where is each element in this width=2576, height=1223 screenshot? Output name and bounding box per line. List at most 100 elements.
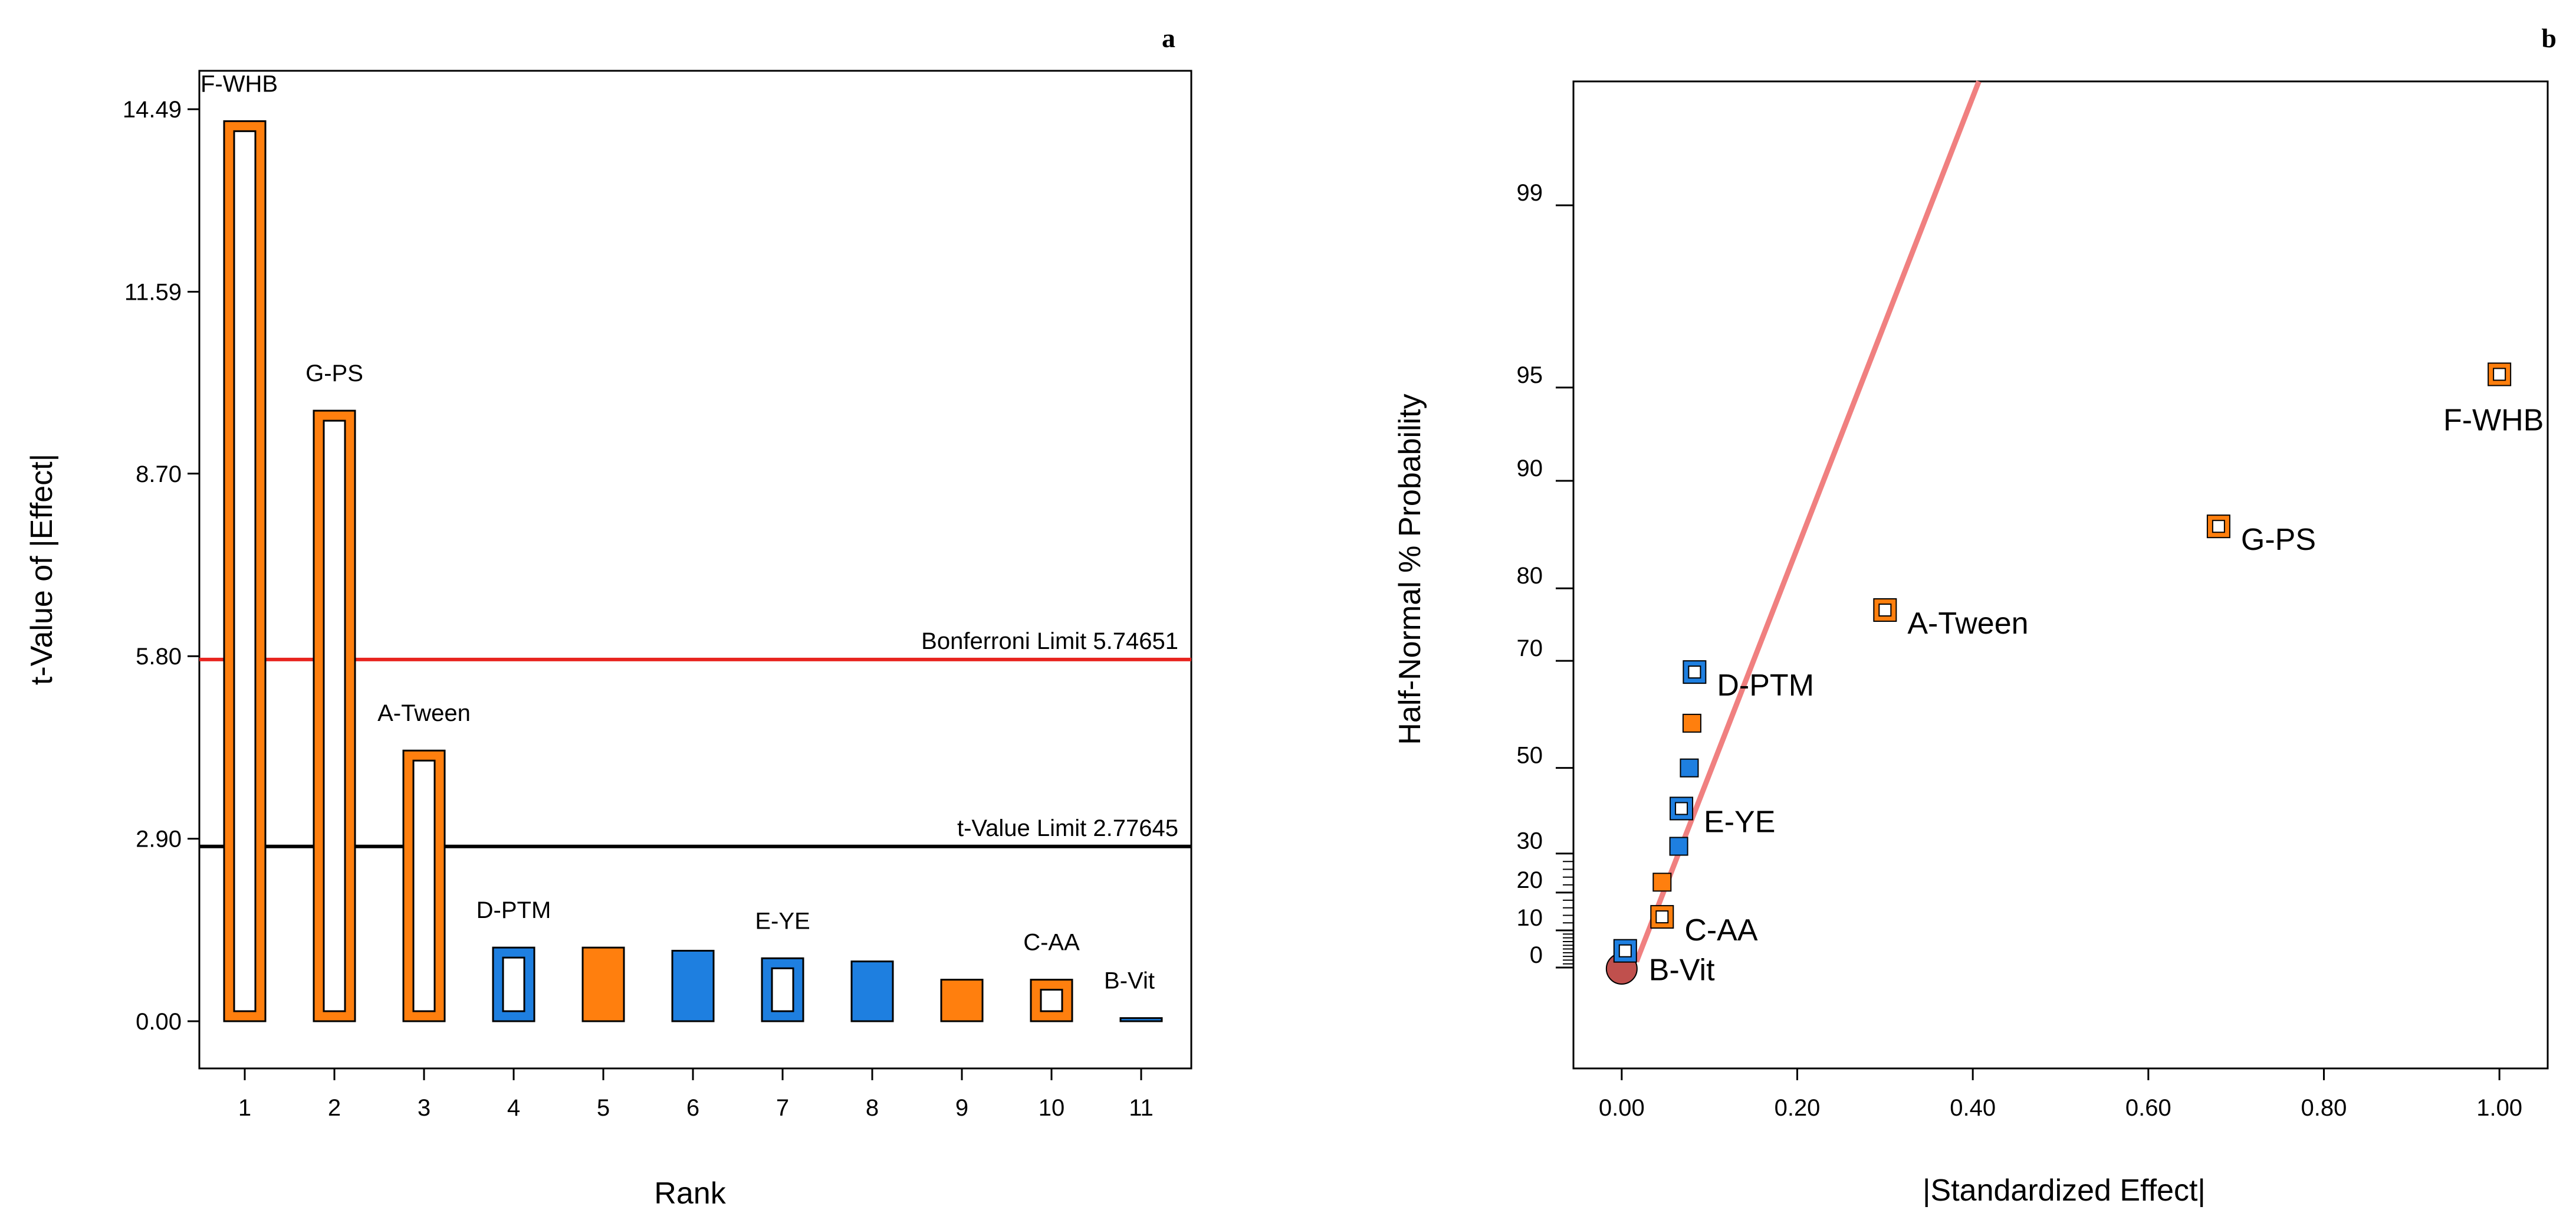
bar (940, 979, 984, 1022)
x-tick-label: 3 (418, 1095, 431, 1121)
bar: B-Vit (1104, 968, 1163, 1022)
x-tick-label: 7 (776, 1095, 789, 1121)
panel-b-letter: b (2541, 23, 2557, 53)
data-point (1682, 713, 1701, 733)
y-tick-label: 2.90 (136, 827, 182, 853)
x-tick-label: 0.00 (1599, 1095, 1645, 1121)
reference-line (1634, 80, 1982, 963)
bar-rect (581, 946, 625, 1022)
bar-label: A-Tween (377, 700, 471, 726)
point-marker (1680, 758, 1699, 778)
bar-label: B-Vit (1104, 968, 1155, 994)
bar: F-WHB (201, 71, 278, 1022)
bar (850, 960, 894, 1022)
x-tick-label: 8 (866, 1095, 879, 1121)
x-tick-label: 1 (238, 1095, 251, 1121)
x-tick-label: 4 (507, 1095, 520, 1121)
panel-b-chart: b 0 10 20 30 50 70 80 90 95 99 0.00 0.20 0.40 0.60 0.… (1393, 23, 2557, 1208)
bar-rect (940, 979, 984, 1022)
y-tick-label: 95 (1517, 362, 1543, 388)
point-label: G-PS (2241, 523, 2316, 557)
point-marker-inner (1688, 665, 1701, 679)
panel-a-x-axis-title: Rank (654, 1176, 726, 1211)
x-tick-label: 11 (1129, 1095, 1154, 1121)
x-tick-label: 2 (328, 1095, 341, 1121)
x-tick-label: 9 (955, 1095, 968, 1121)
y-tick-label: 0 (1530, 942, 1543, 968)
y-tick-label: 50 (1517, 743, 1543, 769)
limit-label: Bonferroni Limit 5.74651 (921, 628, 1178, 654)
bar-rect (1119, 1017, 1163, 1022)
y-tick-label: 11.59 (124, 279, 182, 305)
x-tick-label: 0.60 (2125, 1095, 2171, 1121)
bar-inner (771, 967, 794, 1012)
panel-b-x-axis-title: |Standardized Effect| (1923, 1173, 2206, 1208)
point-label: C-AA (1684, 913, 1758, 947)
bar-rect (671, 949, 715, 1022)
point-label: B-Vit (1649, 953, 1715, 988)
data-point: B-Vit (1613, 939, 1715, 988)
panel-b-frame (1572, 80, 2549, 1070)
point-marker (1650, 905, 1674, 929)
data-point: C-AA (1650, 905, 1758, 947)
bar-inner (1040, 989, 1063, 1012)
point-label: D-PTM (1717, 668, 1814, 703)
panel-a-frame (198, 70, 1192, 1070)
x-tick-label: 1.00 (2476, 1095, 2522, 1121)
y-tick-label: 0.00 (136, 1009, 182, 1035)
y-tick-label: 5.80 (136, 644, 182, 670)
x-tick-label: 0.40 (1950, 1095, 1996, 1121)
panel-a-chart: a Bonferroni Limit 5.74651 t-Value Limit … (25, 23, 1192, 1211)
x-tick-label: 0.20 (1775, 1095, 1821, 1121)
bar: G-PS (305, 360, 363, 1022)
y-tick-label: 99 (1517, 180, 1543, 206)
x-tick-label: 5 (597, 1095, 610, 1121)
data-point (1680, 758, 1699, 778)
data-point: G-PS (2206, 514, 2316, 557)
x-tick-label: 6 (686, 1095, 699, 1121)
data-point: F-WHB (2443, 362, 2544, 437)
panel-a-letter: a (1162, 23, 1175, 53)
y-tick-label: 8.70 (136, 461, 182, 487)
panel-a-y-axis-title: t-Value of |Effect| (25, 454, 59, 685)
bar-rect (850, 960, 894, 1022)
x-tick-label: 0.80 (2301, 1095, 2347, 1121)
bar: D-PTM (477, 897, 551, 1022)
y-tick-label: 10 (1517, 905, 1543, 931)
point-label: F-WHB (2443, 403, 2544, 437)
data-point: D-PTM (1683, 660, 1814, 703)
bar: E-YE (755, 908, 810, 1022)
bar-label: D-PTM (477, 897, 551, 923)
y-tick-label: 14.49 (123, 97, 182, 123)
bar (581, 946, 625, 1022)
bar-label: G-PS (305, 360, 363, 386)
point-marker-inner (1655, 910, 1669, 924)
y-tick-label: 70 (1517, 635, 1543, 661)
point-marker-inner (2212, 520, 2225, 533)
point-marker-inner (1618, 944, 1632, 958)
bar-label: F-WHB (201, 71, 278, 97)
point-marker (1669, 837, 1688, 856)
data-point: E-YE (1670, 796, 1775, 839)
x-tick-label: 10 (1039, 1095, 1065, 1121)
bar-inner (412, 759, 436, 1012)
point-marker-inner (2493, 368, 2506, 381)
panel-b-y-axis-title: Half-Normal % Probability (1393, 394, 1427, 745)
bar-inner (233, 130, 257, 1012)
y-tick-label: 30 (1517, 828, 1543, 854)
point-marker (1682, 713, 1701, 733)
limit-label: t-Value Limit 2.77645 (957, 815, 1178, 841)
bar: C-AA (1023, 930, 1080, 1022)
bar: A-Tween (377, 700, 471, 1022)
data-point: A-Tween (1873, 598, 2029, 641)
data-point (1652, 873, 1672, 892)
bar-label: C-AA (1023, 930, 1080, 956)
bar (671, 949, 715, 1022)
point-label: A-Tween (1907, 606, 2028, 641)
point-label: E-YE (1704, 805, 1775, 839)
y-tick-label: 80 (1517, 563, 1543, 589)
y-tick-label: 20 (1517, 867, 1543, 893)
data-point (1669, 837, 1688, 856)
bar-inner (502, 956, 525, 1012)
